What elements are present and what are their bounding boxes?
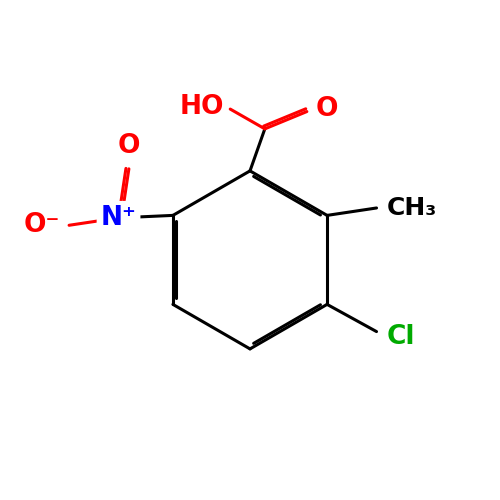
Text: O: O: [316, 96, 338, 122]
Text: Cl: Cl: [386, 324, 415, 349]
Text: O⁻: O⁻: [24, 212, 60, 238]
Text: O: O: [117, 132, 140, 158]
Text: CH₃: CH₃: [386, 196, 436, 220]
Text: HO: HO: [180, 94, 224, 120]
Text: N⁺: N⁺: [100, 205, 136, 231]
